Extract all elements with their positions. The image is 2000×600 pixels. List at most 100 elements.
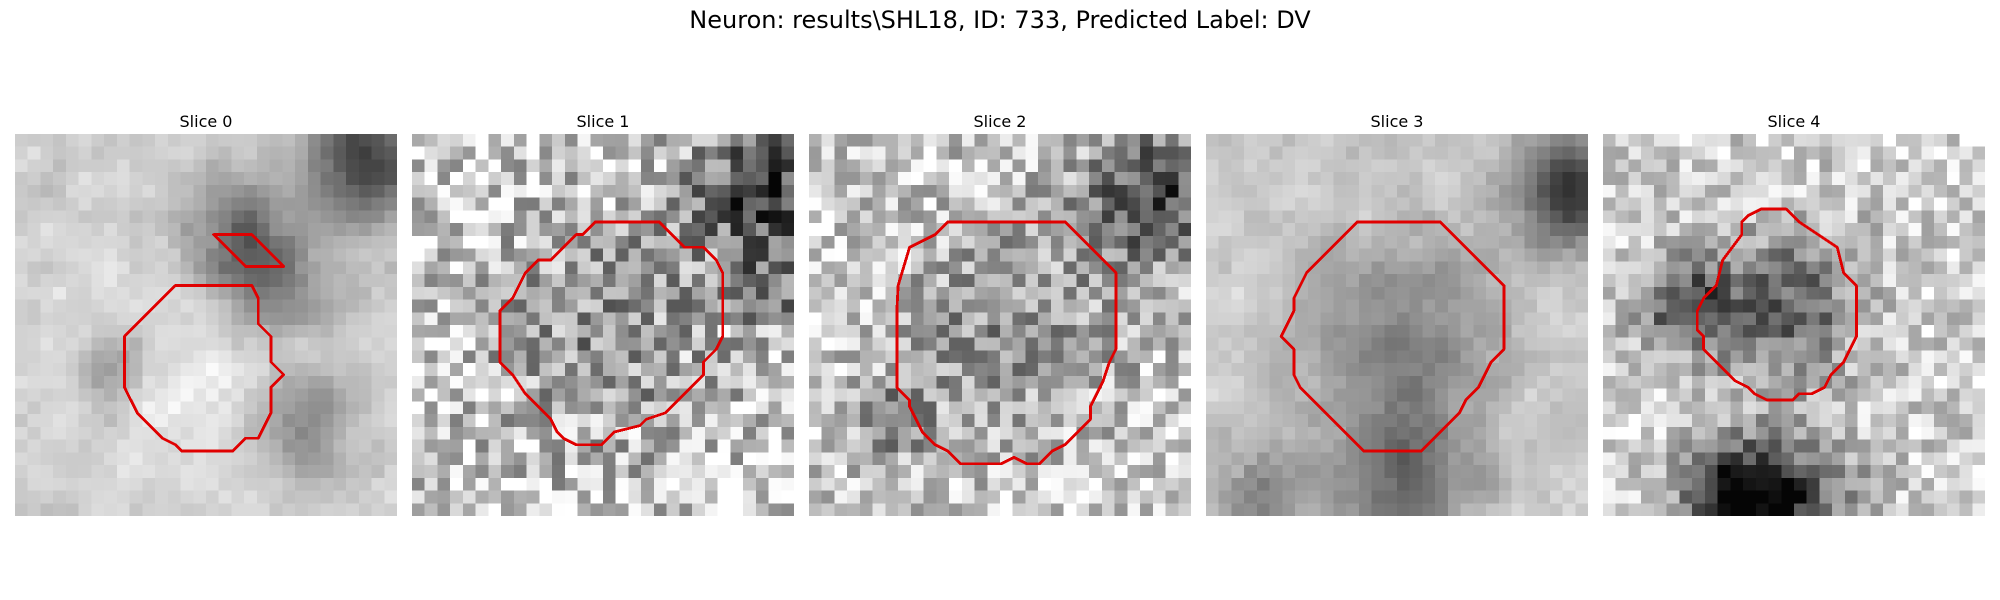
image-pixel bbox=[450, 274, 464, 288]
image-pixel bbox=[552, 414, 566, 428]
image-pixel bbox=[1781, 465, 1795, 479]
image-pixel bbox=[371, 299, 385, 313]
image-pixel bbox=[1206, 465, 1219, 479]
image-pixel bbox=[961, 197, 975, 211]
image-pixel bbox=[1794, 197, 1807, 211]
image-pixel bbox=[1165, 439, 1179, 453]
image-pixel bbox=[1679, 401, 1693, 415]
image-pixel bbox=[231, 274, 245, 288]
image-pixel bbox=[1038, 503, 1052, 516]
image-pixel bbox=[1946, 159, 1960, 173]
image-pixel bbox=[1256, 388, 1270, 402]
image-pixel bbox=[1537, 223, 1551, 237]
image-pixel bbox=[1012, 312, 1026, 326]
image-pixel bbox=[1178, 375, 1191, 389]
image-pixel bbox=[424, 414, 438, 428]
image-pixel bbox=[961, 312, 975, 326]
image-pixel bbox=[1537, 337, 1551, 351]
image-pixel bbox=[1895, 337, 1909, 351]
image-pixel bbox=[231, 248, 245, 262]
image-pixel bbox=[987, 235, 1001, 249]
image-pixel bbox=[142, 184, 156, 198]
image-pixel bbox=[1743, 172, 1757, 186]
image-pixel bbox=[218, 146, 232, 160]
slice-panel-1: Slice 1 bbox=[412, 110, 794, 516]
image-pixel bbox=[755, 134, 769, 147]
image-pixel bbox=[1498, 465, 1512, 479]
image-pixel bbox=[295, 337, 309, 351]
image-pixel bbox=[1498, 426, 1512, 440]
image-pixel bbox=[1832, 337, 1846, 351]
image-pixel bbox=[371, 235, 385, 249]
image-pixel bbox=[1628, 375, 1642, 389]
image-pixel bbox=[424, 134, 438, 147]
image-pixel bbox=[1140, 325, 1154, 338]
image-pixel bbox=[1050, 146, 1064, 160]
image-pixel bbox=[193, 363, 207, 377]
image-pixel bbox=[1870, 286, 1884, 300]
image-pixel bbox=[1422, 465, 1436, 479]
image-pixel bbox=[615, 248, 629, 262]
image-pixel bbox=[1397, 490, 1410, 504]
image-pixel bbox=[475, 414, 489, 428]
image-pixel bbox=[320, 439, 334, 453]
image-pixel bbox=[1333, 235, 1347, 249]
image-pixel bbox=[1537, 274, 1551, 288]
image-pixel bbox=[577, 184, 591, 198]
image-pixel bbox=[1435, 184, 1449, 198]
image-pixel bbox=[65, 465, 79, 479]
image-pixel bbox=[1063, 274, 1077, 288]
image-pixel bbox=[1870, 363, 1884, 377]
image-pixel bbox=[1409, 503, 1423, 516]
image-pixel bbox=[923, 223, 937, 237]
image-pixel bbox=[244, 172, 258, 186]
image-pixel bbox=[307, 223, 321, 237]
image-pixel bbox=[193, 477, 207, 491]
image-pixel bbox=[1857, 350, 1871, 364]
image-pixel bbox=[488, 477, 502, 491]
image-pixel bbox=[679, 388, 693, 402]
image-pixel bbox=[961, 274, 975, 288]
image-pixel bbox=[412, 337, 425, 351]
image-pixel bbox=[628, 312, 642, 326]
image-pixel bbox=[1524, 363, 1538, 377]
image-pixel bbox=[1038, 477, 1052, 491]
image-pixel bbox=[1857, 172, 1871, 186]
image-pixel bbox=[1371, 452, 1385, 466]
image-pixel bbox=[475, 503, 489, 516]
image-pixel bbox=[1603, 261, 1616, 275]
image-pixel bbox=[847, 274, 861, 288]
image-pixel bbox=[1152, 210, 1166, 224]
image-pixel bbox=[295, 452, 309, 466]
image-pixel bbox=[628, 223, 642, 237]
image-pixel bbox=[704, 146, 718, 160]
image-pixel bbox=[590, 274, 604, 288]
image-pixel bbox=[1653, 503, 1667, 516]
image-pixel bbox=[1307, 465, 1321, 479]
image-pixel bbox=[129, 274, 143, 288]
image-pixel bbox=[142, 286, 156, 300]
image-pixel bbox=[577, 274, 591, 288]
image-pixel bbox=[1692, 248, 1706, 262]
image-pixel bbox=[552, 146, 566, 160]
image-pixel bbox=[346, 388, 360, 402]
image-pixel bbox=[1704, 312, 1718, 326]
image-pixel bbox=[1755, 312, 1769, 326]
image-pixel bbox=[1575, 312, 1588, 326]
image-pixel bbox=[1435, 159, 1449, 173]
image-pixel bbox=[1012, 414, 1026, 428]
image-pixel bbox=[628, 439, 642, 453]
image-pixel bbox=[1114, 274, 1128, 288]
image-pixel bbox=[1498, 286, 1512, 300]
image-pixel bbox=[1050, 388, 1064, 402]
image-pixel bbox=[1666, 223, 1680, 237]
image-pixel bbox=[513, 223, 527, 237]
image-pixel bbox=[577, 452, 591, 466]
image-pixel bbox=[1089, 325, 1103, 338]
image-pixel bbox=[1679, 465, 1693, 479]
image-pixel bbox=[653, 490, 667, 504]
image-pixel bbox=[1422, 477, 1436, 491]
image-pixel bbox=[1717, 235, 1731, 249]
image-pixel bbox=[526, 299, 540, 313]
image-pixel bbox=[1101, 172, 1115, 186]
